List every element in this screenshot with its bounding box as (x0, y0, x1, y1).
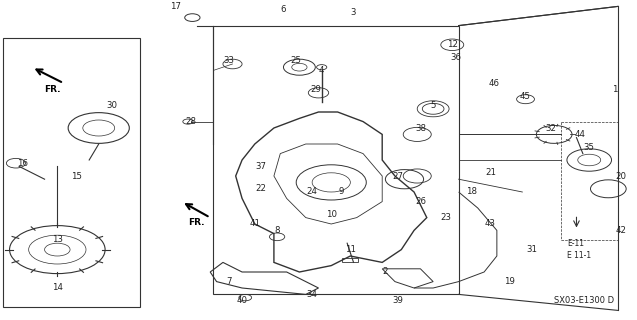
Text: SX03-E1300 D: SX03-E1300 D (554, 296, 614, 305)
Text: 18: 18 (466, 188, 477, 196)
Text: 24: 24 (306, 188, 318, 196)
Text: 38: 38 (415, 124, 426, 132)
Text: 6: 6 (281, 5, 286, 14)
Text: 43: 43 (485, 220, 496, 228)
Text: FR.: FR. (189, 218, 205, 227)
Text: 26: 26 (415, 197, 426, 206)
Text: 9: 9 (338, 188, 343, 196)
Text: 36: 36 (450, 53, 461, 62)
Text: 1: 1 (612, 85, 617, 94)
Text: 16: 16 (17, 159, 28, 168)
Text: 2: 2 (383, 268, 388, 276)
Text: 11: 11 (345, 245, 356, 254)
Text: 25: 25 (290, 56, 302, 65)
Text: 30: 30 (106, 101, 117, 110)
Text: 46: 46 (488, 79, 499, 88)
Text: 13: 13 (52, 236, 63, 244)
Text: 44: 44 (574, 130, 585, 139)
Text: 32: 32 (545, 124, 557, 132)
Text: E 11-1: E 11-1 (567, 252, 591, 260)
Text: 31: 31 (526, 245, 538, 254)
Text: 8: 8 (275, 226, 280, 235)
Text: 20: 20 (615, 172, 627, 180)
Bar (342, 258, 358, 262)
Text: 40: 40 (236, 296, 248, 305)
Text: 27: 27 (392, 172, 404, 180)
Text: 12: 12 (447, 40, 458, 49)
Text: 33: 33 (224, 56, 235, 65)
Text: E-11: E-11 (567, 239, 584, 248)
Text: 5: 5 (431, 101, 436, 110)
Text: 42: 42 (615, 226, 627, 235)
Text: 29: 29 (310, 85, 321, 94)
Text: 23: 23 (440, 213, 452, 222)
Text: 3: 3 (351, 8, 356, 17)
Text: 34: 34 (306, 290, 318, 299)
Text: 35: 35 (583, 143, 595, 152)
Text: 28: 28 (185, 117, 197, 126)
Text: 39: 39 (392, 296, 404, 305)
Text: 14: 14 (52, 284, 63, 292)
Text: 21: 21 (485, 168, 496, 177)
Text: 15: 15 (71, 172, 82, 180)
Text: 45: 45 (520, 92, 531, 100)
Text: 41: 41 (249, 220, 261, 228)
Text: 10: 10 (326, 210, 337, 219)
Text: 19: 19 (504, 277, 515, 286)
Text: 17: 17 (169, 2, 181, 11)
Text: 4: 4 (319, 66, 324, 75)
Text: FR.: FR. (45, 85, 61, 94)
Text: 22: 22 (255, 184, 267, 193)
Text: 37: 37 (255, 162, 267, 171)
Text: 7: 7 (227, 277, 232, 286)
